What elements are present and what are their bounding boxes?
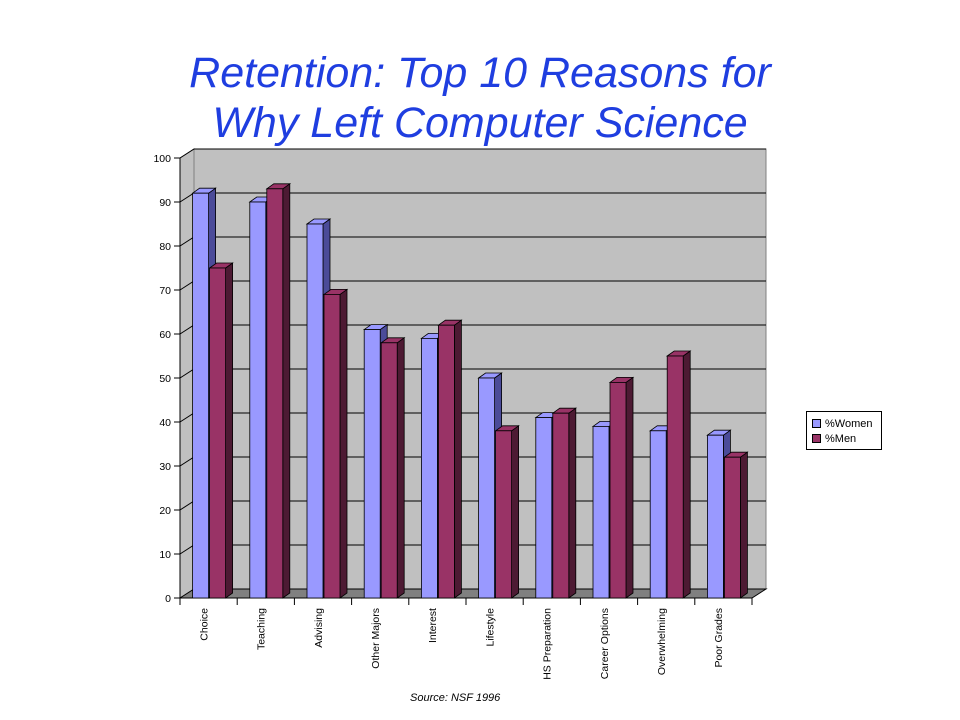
bar-side-men <box>682 350 691 599</box>
bar-side-men <box>568 407 577 599</box>
x-category-label: Lifestyle <box>484 608 496 647</box>
y-tick-label: 10 <box>159 549 171 561</box>
y-tick-label: 60 <box>159 329 171 341</box>
chart-title: Retention: Top 10 Reasons for Why Left C… <box>0 48 960 148</box>
bar-front-men <box>323 293 341 599</box>
bar-side-men <box>282 183 291 599</box>
bar-men-6 <box>551 407 578 599</box>
y-tick-label: 90 <box>159 197 171 209</box>
bar-side-men <box>225 262 234 599</box>
y-tick-label: 70 <box>159 285 171 297</box>
legend-swatch-men <box>812 434 821 443</box>
bar-men-9 <box>723 451 749 599</box>
bar-side-men <box>511 425 519 599</box>
gridline <box>179 148 766 159</box>
x-category-label: Teaching <box>256 608 268 650</box>
bar-front-men <box>209 267 227 599</box>
bar-front-women <box>592 425 610 599</box>
bar-men-2 <box>322 288 349 599</box>
bar-side-men <box>453 319 462 599</box>
bar-front-women <box>192 192 210 599</box>
bar-front-women <box>478 377 496 599</box>
bar-men-4 <box>437 319 463 599</box>
bar-men-8 <box>665 350 692 599</box>
y-tick-label: 20 <box>159 505 171 517</box>
y-tick-label: 30 <box>159 461 171 473</box>
x-category-label: Interest <box>427 608 439 643</box>
x-category-label: Other Majors <box>370 608 382 669</box>
y-tick-label: 80 <box>159 241 171 253</box>
y-tick-label: 0 <box>165 593 171 605</box>
x-category-label: Overwhelming <box>656 608 668 675</box>
bar-men-5 <box>494 425 520 599</box>
bar-side-men <box>396 337 405 599</box>
bar-men-3 <box>379 337 406 599</box>
bar-men-7 <box>608 376 635 599</box>
legend-label-women: %Women <box>825 417 873 430</box>
bar-front-men <box>609 381 627 599</box>
bar-side-men <box>625 376 634 599</box>
bar-front-men <box>380 342 398 599</box>
legend: %Women %Men <box>806 411 882 450</box>
bar-front-women <box>420 337 438 599</box>
bar-front-men <box>666 355 684 599</box>
bar-front-men <box>724 456 741 599</box>
bar-front-women <box>249 201 267 599</box>
legend-swatch-women <box>812 419 821 428</box>
y-tick-label: 50 <box>159 373 171 385</box>
bar-front-women <box>306 223 324 599</box>
legend-item-men: %Men <box>812 431 881 446</box>
bar-front-women <box>707 434 724 599</box>
x-category-label: Choice <box>198 608 210 641</box>
chart-title-line-2: Why Left Computer Science <box>212 99 748 147</box>
y-tick-label: 40 <box>159 417 171 429</box>
bar-front-men <box>552 412 570 599</box>
chart-bars <box>191 183 749 599</box>
bar-men-0 <box>208 262 234 599</box>
bar-front-women <box>649 430 667 599</box>
bar-side-men <box>740 451 748 599</box>
legend-label-men: %Men <box>825 432 857 445</box>
source-note: Source: NSF 1996 <box>410 692 501 704</box>
chart-title-line-1: Retention: Top 10 Reasons for <box>189 49 771 97</box>
x-category-label: Poor Grades <box>713 608 725 668</box>
x-category-label: Advising <box>313 608 325 648</box>
x-category-label: HS Preparation <box>542 608 554 680</box>
bar-front-men <box>437 324 455 599</box>
bar-side-men <box>339 288 348 599</box>
x-category-label: Career Options <box>599 608 611 679</box>
chart-labels: 0 10 20 30 40 50 60 70 80 90 100 Choice Teaching Advi… <box>153 153 725 680</box>
bar-front-women <box>535 417 553 599</box>
bar-front-men <box>495 430 513 599</box>
y-tick-label: 100 <box>153 153 171 165</box>
bar-front-women <box>363 329 381 599</box>
bar-men-1 <box>265 183 292 599</box>
bar-front-men <box>266 188 284 599</box>
legend-item-women: %Women <box>812 416 881 431</box>
